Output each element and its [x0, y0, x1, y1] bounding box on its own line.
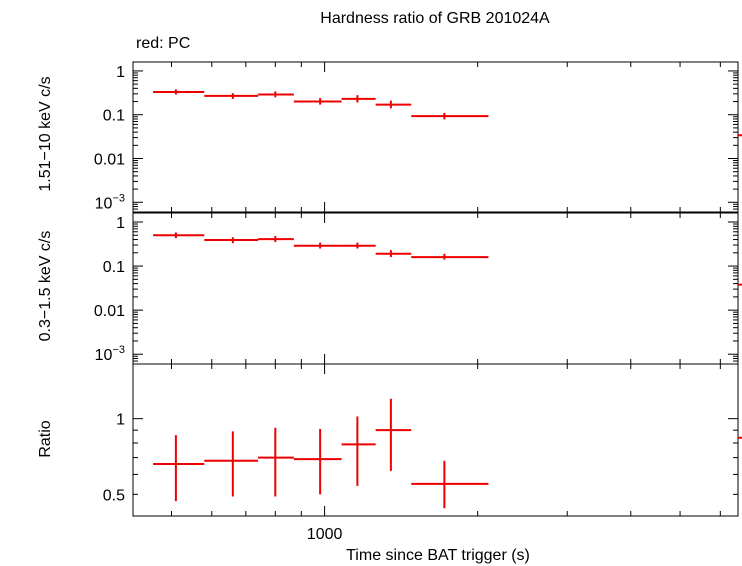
y-tick-label: 1: [116, 64, 125, 81]
data-point: [738, 134, 742, 137]
data-point: [293, 242, 342, 249]
panel-frame: [132, 61, 739, 213]
data-point: [204, 431, 259, 497]
x-tick-label: 1000: [307, 526, 343, 543]
data-point: [375, 398, 412, 471]
y-axis-label-soft: 0.3−1.5 keV c/s: [37, 231, 54, 342]
data-point: [153, 232, 205, 239]
data-point: [738, 283, 742, 286]
y-tick-label: 0.1: [103, 108, 125, 125]
y-tick-label: 0.01: [94, 152, 125, 169]
y-tick-label: 1: [116, 215, 125, 232]
panel-frame: [132, 212, 739, 365]
chart-subtitle: red: PC: [136, 35, 190, 52]
data-point: [293, 428, 342, 495]
data-point: [341, 416, 376, 486]
y-tick-label: 0.1: [103, 259, 125, 276]
y-tick-label: 0.01: [94, 303, 125, 320]
y-axis-label-hard: 1.51−10 keV c/s: [37, 76, 54, 191]
data-point: [153, 435, 205, 502]
y-tick-label: 10−3: [95, 192, 125, 212]
data-point: [204, 93, 259, 99]
data-point: [411, 460, 489, 509]
data-point: [375, 250, 412, 258]
data-point: [375, 100, 412, 109]
data-point: [258, 236, 294, 243]
data-point: [341, 95, 376, 103]
data-point: [411, 253, 489, 260]
panel-frame: [132, 363, 739, 517]
data-point: [258, 427, 294, 497]
y-tick-label: 10−3: [95, 344, 125, 364]
chart-title: Hardness ratio of GRB 201024A: [320, 10, 550, 27]
data-point: [293, 98, 342, 105]
panel-1: 1 0.1 0.01 10−3: [94, 61, 742, 213]
data-point: [258, 91, 294, 98]
y-tick-label: 0.5: [103, 487, 125, 504]
data-point: [153, 89, 205, 95]
y-axis-label-ratio: Ratio: [37, 420, 54, 457]
x-axis-label: Time since BAT trigger (s): [346, 547, 530, 564]
data-point: [411, 112, 489, 120]
y-tick-label: 1: [116, 412, 125, 429]
data-point: [204, 237, 259, 244]
panel-2: 1 0.1 0.01 10−3: [94, 212, 742, 365]
data-point: [341, 242, 376, 249]
panel-3: 10.51000104105: [103, 363, 742, 543]
data-point: [738, 436, 742, 439]
